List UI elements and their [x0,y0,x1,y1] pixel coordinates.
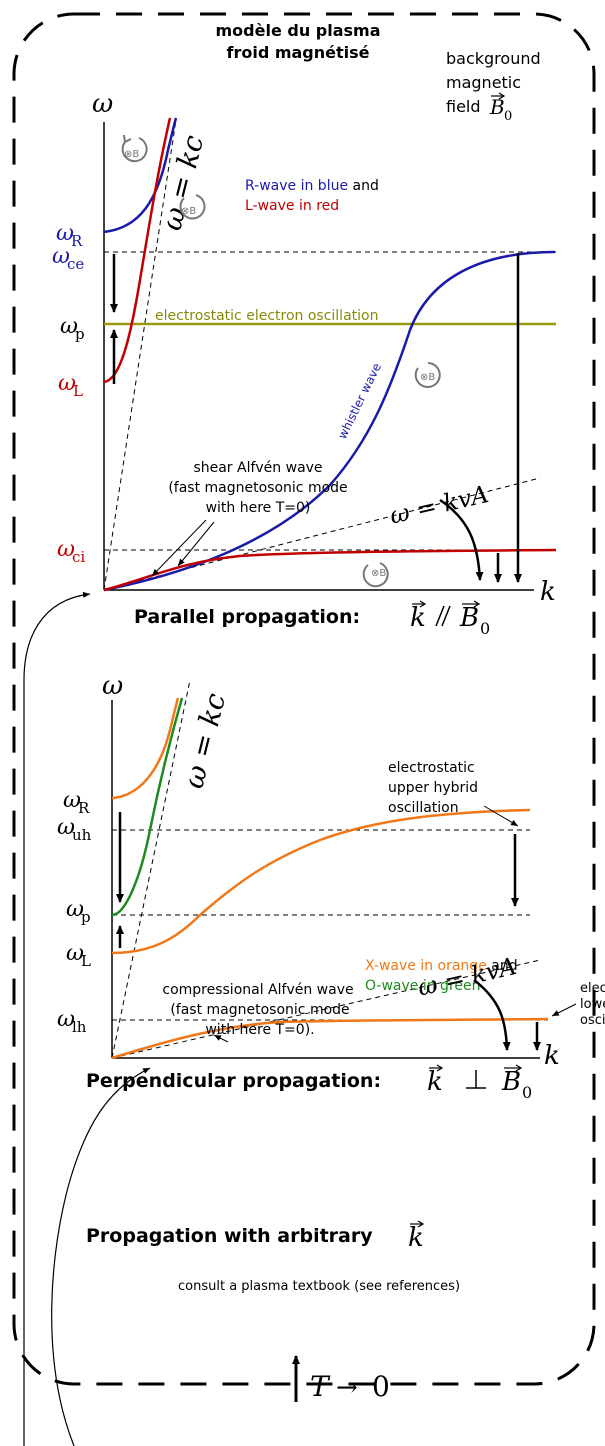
compressional-alfven-line2: (fast magnetosonic mode [170,1002,349,1018]
svg-text:T: T [310,1370,331,1403]
b0-symbol: B 0 [489,92,512,124]
svg-text:uh: uh [72,826,92,844]
frame-title-line2: froid magnétisé [226,43,369,62]
svg-text:ce: ce [67,255,84,273]
svg-text:R: R [71,232,83,250]
x-wave-upper-branch [111,697,180,800]
bg-field-line1: background [446,49,541,68]
top-label-omega-p: ω p [60,314,85,343]
r-wave-whistler-branch [103,250,556,592]
rotation-b-icon [179,194,206,220]
l-wave-legend: L-wave in red [245,198,339,214]
svg-text:B: B [459,603,479,633]
b-circle-icon: ⊗B [124,149,139,160]
bottom-label-omega-lh: ω lh [57,1007,87,1036]
x-wave-lower-branch [111,1017,549,1060]
consult-textbook-note: consult a plasma textbook (see reference… [178,1279,460,1294]
whistler-wave-label: whistler wave [335,361,384,442]
arbitrary-propagation-title: Propagation with arbitrary [86,1225,373,1247]
compressional-alfven-line1: compressional Alfvén wave [162,982,353,998]
svg-text:ci: ci [72,548,85,566]
svg-text:lh: lh [72,1018,87,1036]
svg-text:ω: ω [60,314,78,339]
parallel-caption-math: k B 0 [410,600,490,638]
bottom-label-omega-uh: ω uh [57,815,92,844]
temperature-limit-label: T → 0 [310,1370,390,1403]
compressional-alfven-line3: with here T=0). [205,1022,314,1038]
svg-text:p: p [75,325,85,343]
top-kva-label: ω = kvA [387,480,491,530]
frame-title-line1: modèle du plasma [215,21,380,40]
svg-text:p: p [81,908,91,926]
top-label-omega-ce: ω ce [52,244,84,273]
svg-text:0: 0 [522,1083,532,1102]
lower-hybrid-line3: osci [580,1013,605,1028]
b-circle-icon: ⊗B [371,568,386,579]
upper-hybrid-line2: upper hybrid [388,780,478,796]
parallel-caption: Parallel propagation: [134,606,360,628]
lower-hybrid-line1: elec [580,981,605,996]
svg-text:L: L [73,382,83,400]
svg-text:ω: ω [63,788,81,813]
bottom-omega-axis-label: ω [102,671,123,701]
perpendicular-caption-math: k B 0 [427,1064,532,1102]
svg-text:0: 0 [372,1370,390,1403]
x-wave-middle-branch [111,808,531,955]
arbitrary-k-symbol: k [408,1220,425,1253]
rotation-b-icon [414,362,441,388]
perpendicular-panel: ω k ω = kc ω R ω uh ω p ω L [57,671,605,1102]
r-wave-upper-branch [103,117,178,234]
upper-hybrid-line1: electrostatic [388,760,475,776]
b-circle-icon: ⊗B [420,372,435,383]
l-wave-upper-branch [103,117,172,384]
top-omega-axis-label: ω [92,89,113,119]
svg-text:L: L [81,952,91,970]
top-label-omega-l: ω L [58,371,83,400]
svg-text:ω: ω [57,815,75,840]
electrostatic-electron-label: electrostatic electron oscillation [155,308,378,324]
parallel-panel: ω k ω = kc electrostatic electron oscill… [52,89,557,638]
svg-text:ω: ω [56,221,74,246]
shear-alfven-line3: with here T=0) [206,500,311,516]
svg-text:ω: ω [66,897,84,922]
bg-field-line3: field [446,97,481,116]
top-label-omega-r: ω R [56,221,83,250]
svg-text:ω: ω [66,941,84,966]
o-wave-legend: O-wave in green [365,978,481,994]
svg-text:B: B [489,95,505,119]
svg-text:k: k [427,1067,443,1097]
svg-text:ω: ω [58,371,76,396]
svg-text:ω: ω [57,1007,75,1032]
svg-text:→: → [336,1373,358,1403]
bg-field-line2: magnetic [446,73,521,92]
x-wave-legend: X-wave in orange and [365,958,518,974]
lower-hybrid-line2: lowe [580,997,605,1012]
top-label-omega-ci: ω ci [57,537,85,566]
shear-alfven-line2: (fast magnetosonic mode [168,480,347,496]
perpendicular-caption: Perpendicular propagation: [86,1070,381,1092]
svg-text:k: k [410,603,426,633]
b-circle-icon: ⊗B [181,206,196,217]
rotation-b-icon [362,562,389,588]
svg-text:k: k [408,1223,424,1253]
bottom-label-omega-p: ω p [66,897,91,926]
bottom-k-axis-label: k [544,1041,560,1071]
rotation-b-icon [121,134,148,163]
cold-plasma-frame [12,12,596,1386]
svg-text:ω: ω [52,244,70,269]
top-k-axis-label: k [540,577,556,607]
o-wave-branch [111,697,184,917]
svg-text:B: B [501,1067,521,1097]
svg-text:0: 0 [504,109,512,124]
shear-alfven-line1: shear Alfvén wave [193,460,322,476]
svg-text:0: 0 [480,619,490,638]
upper-hybrid-line3: oscillation [388,800,459,816]
svg-text:R: R [78,799,90,817]
bottom-label-omega-r: ω R [63,788,90,817]
svg-text:ω: ω [57,537,75,562]
r-wave-legend: R-wave in blue and [245,178,379,194]
bottom-label-omega-l: ω L [66,941,91,970]
